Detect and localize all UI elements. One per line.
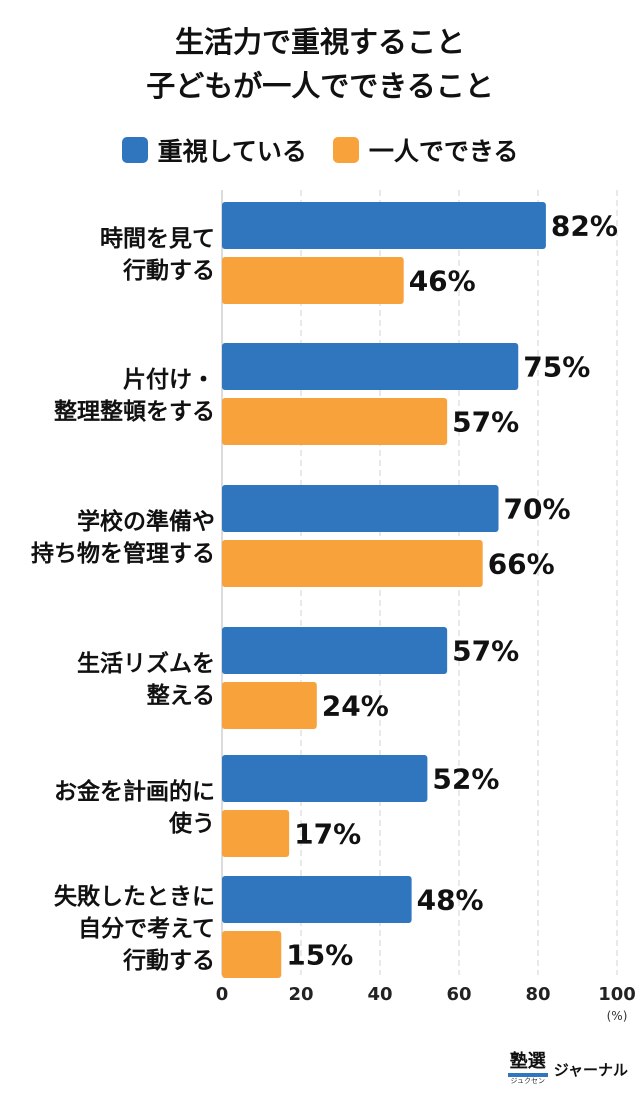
legend-swatch-can-do <box>332 137 359 163</box>
bar-s0-c5 <box>222 876 412 923</box>
data-label-s0-c1: 75% <box>523 351 590 384</box>
chart-title: 生活力で重視すること 子どもが一人でできること <box>0 20 640 108</box>
data-label-s0-c2: 70% <box>504 493 571 526</box>
bar-s0-c4 <box>222 755 428 802</box>
data-label-s1-c2: 66% <box>488 548 555 581</box>
data-label-s1-c1: 57% <box>452 406 519 439</box>
data-label-s1-c4: 17% <box>294 818 361 851</box>
x-tick-label-40: 40 <box>367 984 392 1005</box>
bar-s1-c1 <box>222 398 448 445</box>
data-label-s0-c3: 57% <box>452 635 519 668</box>
legend-label-can-do: 一人でできる <box>368 137 519 166</box>
data-label-s1-c0: 46% <box>409 265 476 298</box>
bar-s0-c3 <box>222 627 448 674</box>
logo-bar <box>507 1073 548 1077</box>
category-label-2-line-0: 学校の準備や <box>77 508 215 535</box>
x-tick-label-80: 80 <box>525 984 550 1005</box>
x-tick-label-60: 60 <box>446 984 471 1005</box>
chart-title-line-2: 子どもが一人でできること <box>146 69 494 103</box>
data-label-s0-c5: 48% <box>417 884 484 917</box>
x-tick-label-100: 100 <box>598 984 636 1005</box>
bar-s0-c2 <box>222 485 499 532</box>
category-label-5-line-1: 自分で考えて <box>78 915 215 942</box>
category-label-1-line-1: 整理整頓をする <box>54 398 215 425</box>
legend-label-emphasis: 重視している <box>157 137 307 166</box>
chart-title-line-1: 生活力で重視すること <box>174 25 465 59</box>
bar-s1-c3 <box>222 682 317 729</box>
category-label-1-line-0: 片付け・ <box>123 367 215 393</box>
category-label-4-line-0: お金を計画的に <box>54 778 215 805</box>
category-label-4-line-1: 使う <box>168 811 215 837</box>
legend-item-emphasis: 重視している <box>121 132 307 168</box>
data-label-s1-c5: 15% <box>286 939 353 972</box>
category-label-5-line-0: 失敗したときに <box>54 884 215 910</box>
bar-s0-c0 <box>222 202 546 249</box>
bar-s1-c0 <box>222 257 404 304</box>
legend-swatch-emphasis <box>121 137 148 163</box>
bar-s1-c5 <box>222 931 282 978</box>
logo-mark: 塾選 ジュクセン <box>507 1051 548 1086</box>
x-unit-label: (%) <box>607 1009 628 1023</box>
logo-text: ジャーナル <box>553 1061 628 1079</box>
bar-s1-c4 <box>222 810 290 857</box>
category-label-5-line-2: 行動する <box>122 947 215 974</box>
footer-logo: 塾選 ジュクセン ジャーナル <box>507 1051 628 1086</box>
category-label-0-line-1: 行動する <box>122 257 215 284</box>
bar-s1-c2 <box>222 540 483 587</box>
legend-item-can-do: 一人でできる <box>332 132 519 168</box>
bar-s0-c1 <box>222 343 519 390</box>
category-label-2-line-1: 持ち物を管理する <box>31 540 215 567</box>
logo-kanji: 塾選 <box>509 1051 546 1072</box>
x-tick-label-0: 0 <box>216 984 229 1005</box>
data-label-s1-c3: 24% <box>322 690 389 723</box>
category-label-3-line-1: 整える <box>147 682 215 709</box>
x-tick-label-20: 20 <box>288 984 313 1005</box>
data-label-s0-c4: 52% <box>432 763 499 796</box>
logo-kana: ジュクセン <box>510 1077 545 1085</box>
legend: 重視している 一人でできる <box>0 132 640 168</box>
category-label-3-line-0: 生活リズムを <box>77 650 215 677</box>
data-label-s0-c0: 82% <box>551 210 618 243</box>
category-label-0-line-0: 時間を見て <box>100 226 215 252</box>
